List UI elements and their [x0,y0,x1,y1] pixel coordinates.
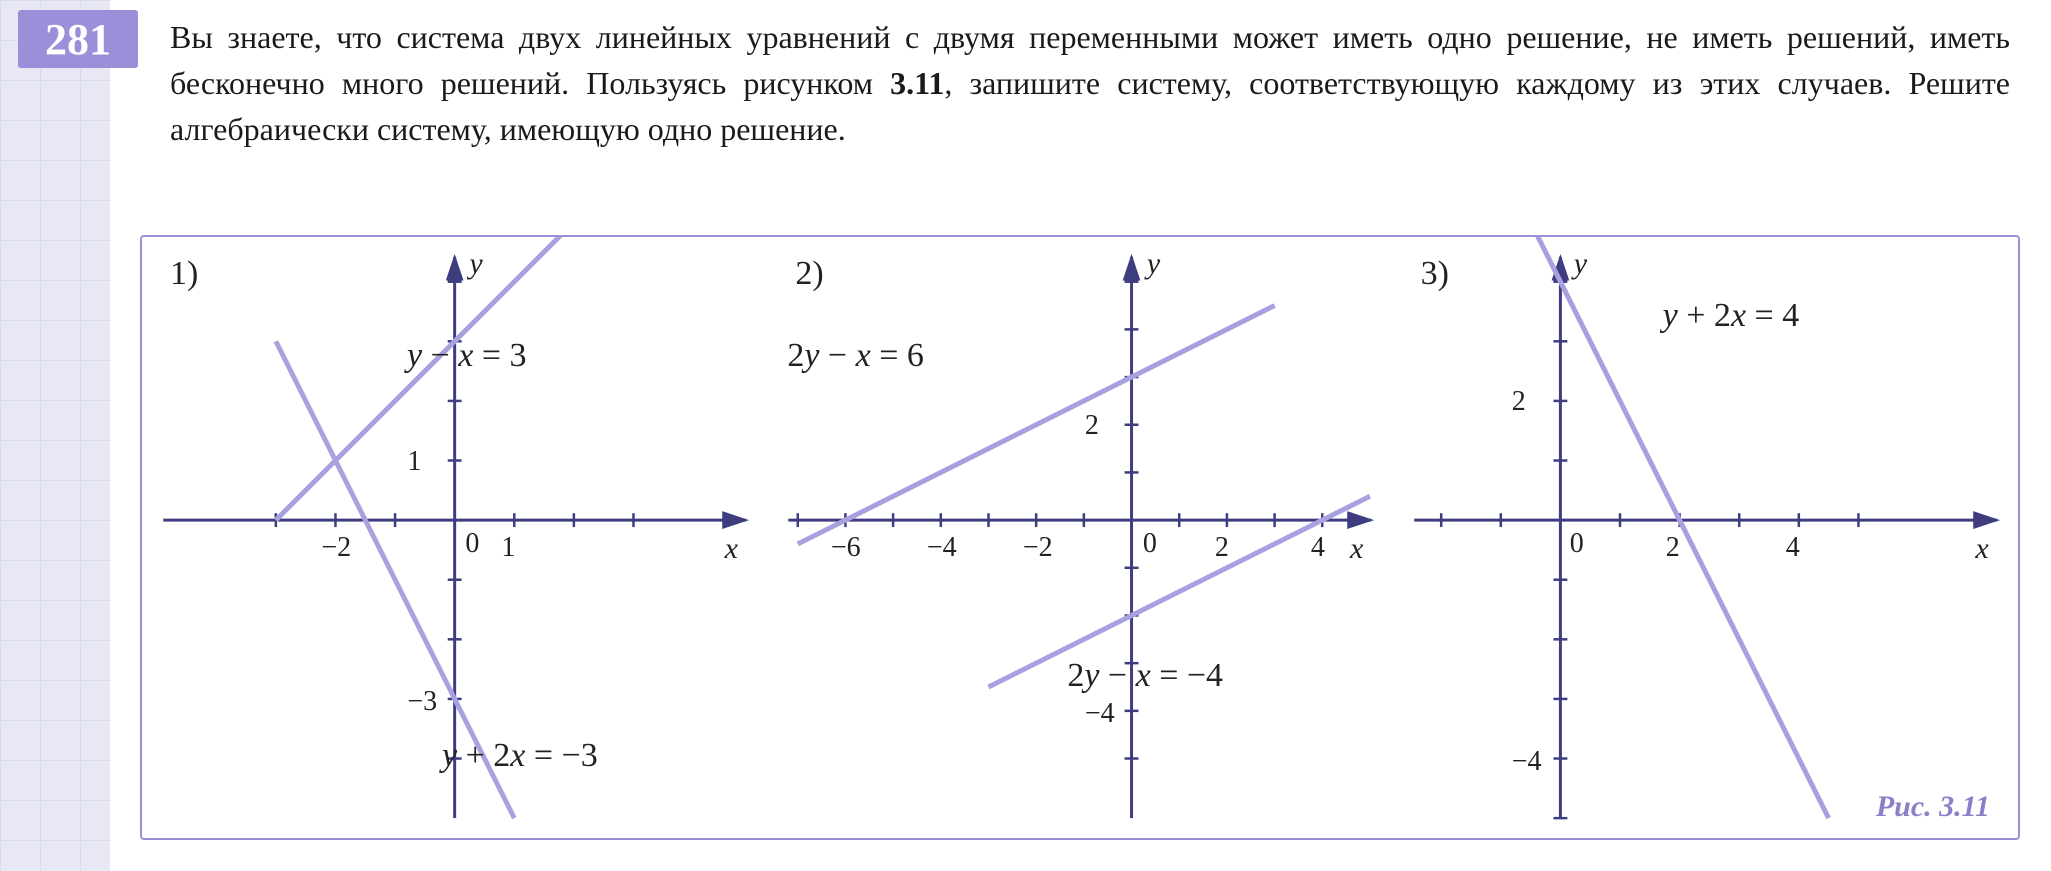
x-axis-label: x [1975,532,1988,566]
line-equation: 2y − x = 6 [787,337,924,375]
y-tick-label: −4 [1085,698,1115,730]
x-tick-label: 4 [1786,532,1800,564]
x-tick-label: 2 [1666,532,1680,564]
origin-label: 0 [1143,528,1157,560]
panel-2: 2) y x 0 −6 −4 −2 2 4 2 −4 2y − x = 6 2y − x = −4 [767,237,1392,838]
x-tick-label: 2 [1215,532,1229,564]
line-equation: y − x = 3 [407,337,527,375]
y-axis-label: y [1147,247,1160,281]
y-tick-label: −3 [407,686,437,718]
origin-label: 0 [465,528,479,560]
margin-grid [0,0,110,871]
panel-1: 1) y x 0 −2 1 1 −3 y − x = 3 y + 2x = −3 [142,237,767,838]
y-tick-label: −4 [1512,746,1542,778]
y-tick-label: 2 [1512,386,1526,418]
x-axis-label: x [725,532,738,566]
y-tick-label: 1 [407,446,421,478]
figure-caption: Рис. 3.11 [1876,790,1990,824]
panel-label: 1) [170,255,198,293]
figure-3-11: 1) y x 0 −2 1 1 −3 y − x = 3 y + 2x = −3 2) y x 0 −6 −… [140,235,2020,840]
task-text: Вы знаете, что система двух линейных ура… [170,14,2010,152]
x-tick-label: −2 [321,532,351,564]
x-tick-label: −4 [927,532,957,564]
x-tick-label: 1 [501,532,515,564]
line-equation: 2y − x = −4 [1067,657,1223,695]
x-tick-label: −2 [1023,532,1053,564]
x-tick-label: −6 [831,532,861,564]
origin-label: 0 [1570,528,1584,560]
problem-number: 281 [45,14,111,65]
panel-label: 2) [795,255,823,293]
problem-number-box: 281 [18,10,138,68]
x-tick-label: 4 [1311,532,1325,564]
line-equation: y + 2x = 4 [1663,297,1800,335]
y-tick-label: 2 [1085,410,1099,442]
panel-3: 3) y x 0 2 4 2 −4 y + 2x = 4 [1393,237,2018,838]
y-axis-label: y [469,247,482,281]
y-axis-label: y [1574,247,1587,281]
panel-label: 3) [1421,255,1449,293]
x-axis-label: x [1350,532,1363,566]
line-equation: y + 2x = −3 [442,737,598,775]
page-root: 281 Вы знаете, что система двух линейных… [0,0,2051,871]
